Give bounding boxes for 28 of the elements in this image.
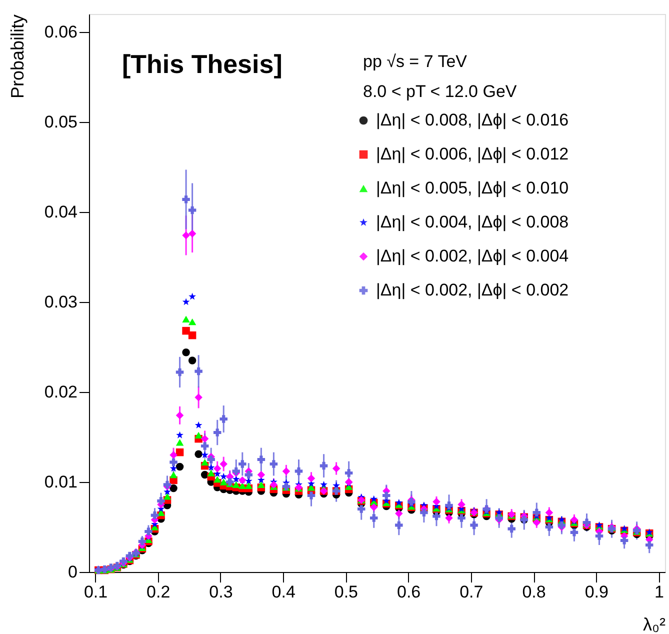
legend-label: |Δη| < 0.006, |Δϕ| < 0.012 <box>376 144 569 164</box>
legend-label: |Δη| < 0.002, |Δϕ| < 0.004 <box>376 246 569 266</box>
legend-label: |Δη| < 0.002, |Δϕ| < 0.002 <box>376 280 569 300</box>
x-tick-label: 0.8 <box>522 582 546 602</box>
y-tick-label: 0.04 <box>44 202 78 222</box>
annotation: pp √s = 7 TeV <box>363 52 468 71</box>
legend-label: |Δη| < 0.004, |Δϕ| < 0.008 <box>376 212 569 232</box>
y-tick-label: 0.06 <box>44 22 78 42</box>
y-tick-label: 0.01 <box>44 472 78 492</box>
x-tick-label: 0.4 <box>272 582 296 602</box>
legend-label: |Δη| < 0.008, |Δϕ| < 0.016 <box>376 110 569 130</box>
annotation: [This Thesis] <box>122 49 282 79</box>
y-tick-label: 0.03 <box>44 292 78 312</box>
legend-label: |Δη| < 0.005, |Δϕ| < 0.010 <box>376 178 569 198</box>
x-tick-label: 0.7 <box>460 582 484 602</box>
x-tick-label: 0.5 <box>334 582 358 602</box>
x-tick-label: 0.1 <box>84 582 108 602</box>
x-tick-label: 1 <box>654 582 664 602</box>
y-tick-label: 0 <box>68 562 78 582</box>
annotation: 8.0 < pT < 12.0 GeV <box>363 82 518 101</box>
y-axis-title: Probability <box>8 14 28 99</box>
x-tick-label: 0.2 <box>146 582 170 602</box>
x-tick-label: 0.3 <box>209 582 233 602</box>
x-tick-label: 0.9 <box>584 582 608 602</box>
y-tick-label: 0.02 <box>44 382 78 402</box>
x-axis-title: λ₀² <box>643 614 666 634</box>
x-tick-label: 0.6 <box>396 582 421 602</box>
y-tick-label: 0.05 <box>44 112 78 132</box>
